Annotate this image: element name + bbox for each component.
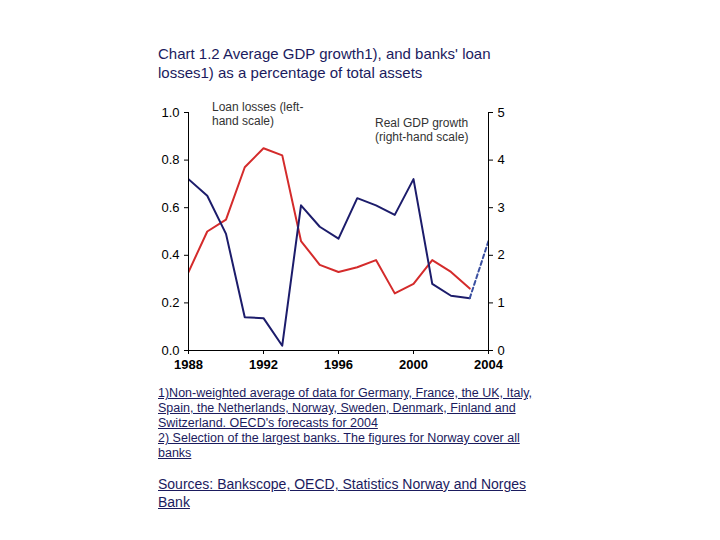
- html-text:2) Selection of the largest ba: 2) Selection of the largest banks. The f…: [158, 431, 520, 460]
- svg-text:2: 2: [498, 247, 505, 262]
- svg-text:2004: 2004: [474, 357, 504, 372]
- svg-text:1.0: 1.0: [161, 105, 179, 120]
- html-text:Sources: Bankscope, OECD, Stat: Sources: Bankscope, OECD, Statistics Nor…: [158, 476, 526, 510]
- svg-text:1: 1: [498, 295, 505, 310]
- svg-text:0.0: 0.0: [161, 343, 179, 358]
- html-text:Real GDP growth (right-hand sc: Real GDP growth (right-hand scale): [375, 116, 469, 144]
- svg-text:0.4: 0.4: [161, 247, 179, 262]
- svg-text:5: 5: [498, 105, 505, 120]
- svg-text:0.2: 0.2: [161, 295, 179, 310]
- svg-text:2000: 2000: [399, 357, 428, 372]
- svg-text:0: 0: [498, 343, 505, 358]
- svg-text:1992: 1992: [249, 357, 278, 372]
- svg-text:0.8: 0.8: [161, 152, 179, 167]
- svg-text:3: 3: [498, 200, 505, 215]
- html-text:Loan losses (left-hand scale): Loan losses (left-hand scale): [212, 100, 304, 128]
- html-text:Chart 1.2 Average GDP growth1): Chart 1.2 Average GDP growth1), and bank…: [158, 45, 491, 81]
- html-text:1)Non-weighted average of data: 1)Non-weighted average of data for Germa…: [158, 386, 532, 430]
- svg-text:1988: 1988: [174, 357, 203, 372]
- svg-text:4: 4: [498, 152, 505, 167]
- svg-text:0.6: 0.6: [161, 200, 179, 215]
- svg-text:1996: 1996: [324, 357, 353, 372]
